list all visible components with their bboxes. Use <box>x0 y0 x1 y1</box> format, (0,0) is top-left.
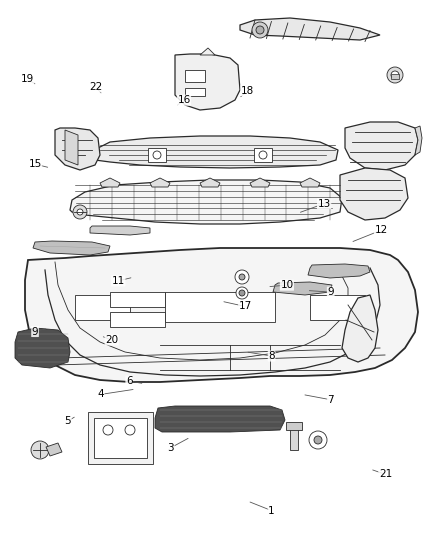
Polygon shape <box>250 178 270 187</box>
Text: 4: 4 <box>97 390 104 399</box>
Bar <box>165 292 275 322</box>
Text: 16: 16 <box>177 95 191 105</box>
Text: 1: 1 <box>268 506 275 515</box>
Text: 12: 12 <box>374 225 388 235</box>
Text: 15: 15 <box>28 159 42 169</box>
Polygon shape <box>240 18 380 40</box>
Polygon shape <box>175 54 240 110</box>
Bar <box>290 425 298 450</box>
Polygon shape <box>155 406 285 432</box>
Circle shape <box>125 425 135 435</box>
Text: 19: 19 <box>21 74 34 84</box>
Polygon shape <box>33 241 110 255</box>
Polygon shape <box>200 178 220 187</box>
Circle shape <box>391 71 399 79</box>
Polygon shape <box>308 264 370 278</box>
Polygon shape <box>200 48 215 55</box>
Text: 9: 9 <box>327 287 334 297</box>
Text: 11: 11 <box>112 276 125 286</box>
Bar <box>110 312 165 327</box>
Text: 18: 18 <box>241 86 254 95</box>
Bar <box>110 292 165 307</box>
Bar <box>185 88 205 96</box>
Bar <box>185 70 205 82</box>
Circle shape <box>236 287 248 299</box>
Bar <box>391 74 399 79</box>
Polygon shape <box>70 180 342 224</box>
Circle shape <box>73 205 87 219</box>
Polygon shape <box>415 126 422 155</box>
Text: 20: 20 <box>105 335 118 345</box>
Circle shape <box>235 270 249 284</box>
Polygon shape <box>65 130 78 165</box>
Polygon shape <box>340 168 408 220</box>
Polygon shape <box>342 295 378 362</box>
Polygon shape <box>273 282 332 295</box>
Polygon shape <box>150 178 170 187</box>
Text: 7: 7 <box>327 395 334 405</box>
Polygon shape <box>345 122 418 170</box>
Bar <box>75 295 130 320</box>
Circle shape <box>387 67 403 83</box>
Bar <box>88 412 153 464</box>
Text: 10: 10 <box>280 280 293 290</box>
Circle shape <box>252 22 268 38</box>
Circle shape <box>31 441 49 459</box>
Circle shape <box>259 151 267 159</box>
Text: 22: 22 <box>89 82 102 92</box>
Circle shape <box>77 209 83 215</box>
Bar <box>286 422 302 430</box>
Bar <box>148 148 166 162</box>
Polygon shape <box>95 136 338 168</box>
Bar <box>254 148 272 162</box>
Text: 17: 17 <box>239 302 252 311</box>
Polygon shape <box>46 443 62 456</box>
Text: 13: 13 <box>318 199 331 208</box>
Text: 6: 6 <box>126 376 133 386</box>
Text: 5: 5 <box>64 416 71 426</box>
Polygon shape <box>90 226 150 235</box>
Circle shape <box>314 436 322 444</box>
Circle shape <box>309 431 327 449</box>
Circle shape <box>239 290 245 296</box>
Polygon shape <box>55 128 100 170</box>
Text: 9: 9 <box>32 327 39 336</box>
Circle shape <box>239 274 245 280</box>
Polygon shape <box>100 178 120 187</box>
Circle shape <box>256 26 264 34</box>
Text: 3: 3 <box>167 443 174 453</box>
Text: 21: 21 <box>379 470 392 479</box>
Text: 8: 8 <box>268 351 275 361</box>
Circle shape <box>153 151 161 159</box>
Polygon shape <box>15 328 70 368</box>
Bar <box>94 418 147 458</box>
Bar <box>310 295 365 320</box>
Circle shape <box>103 425 113 435</box>
Polygon shape <box>25 248 418 382</box>
Polygon shape <box>300 178 320 187</box>
